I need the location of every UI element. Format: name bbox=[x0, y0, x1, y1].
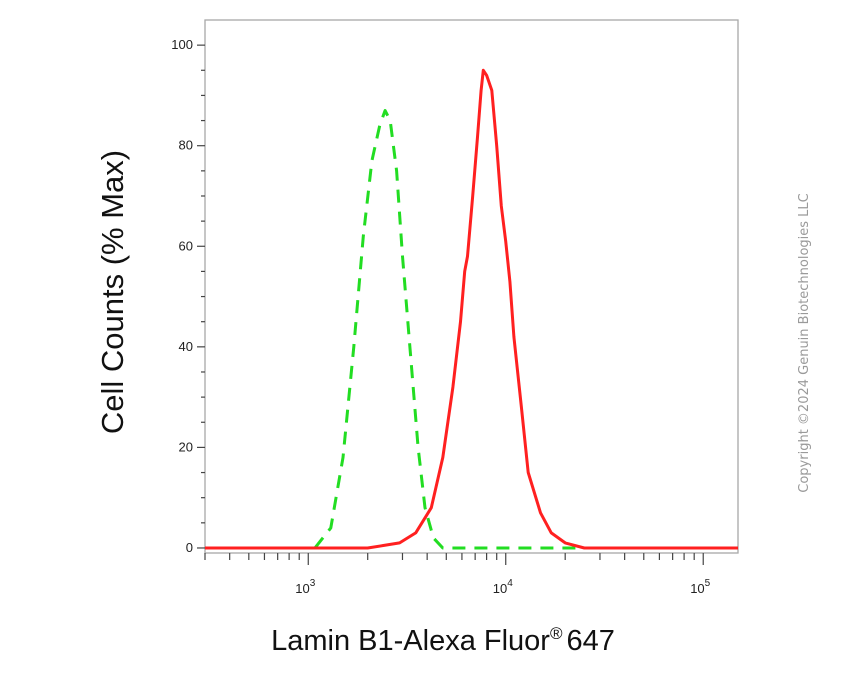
copyright-watermark: Copyright ©2024 Genuin Biotechnologies L… bbox=[797, 193, 812, 492]
x-tick-exponent: 5 bbox=[705, 578, 711, 589]
x-axis: 103 104 105 bbox=[204, 553, 711, 596]
histogram-series-0 bbox=[205, 109, 738, 550]
y-tick-label: 40 bbox=[179, 339, 193, 354]
x-tick-label: 103 bbox=[295, 578, 315, 596]
plot-frame bbox=[204, 19, 739, 554]
y-tick-label: 80 bbox=[179, 138, 193, 153]
y-tick-label: 0 bbox=[186, 540, 193, 555]
histogram-series-1 bbox=[205, 68, 738, 550]
x-axis-title-main: Lamin B1-Alexa Fluor bbox=[271, 625, 550, 657]
x-axis-title: Lamin B1-Alexa Fluor® 647 bbox=[271, 624, 615, 657]
x-tick-label: 105 bbox=[690, 578, 710, 596]
x-tick-exponent: 4 bbox=[507, 578, 513, 589]
registered-mark: ® bbox=[550, 624, 563, 643]
y-tick-label: 20 bbox=[179, 439, 193, 454]
y-axis: 0 20 40 60 80 100 bbox=[171, 37, 205, 555]
x-tick-base: 10 bbox=[493, 581, 507, 596]
x-axis-title-suffix: 647 bbox=[566, 625, 614, 657]
x-tick-exponent: 3 bbox=[310, 578, 316, 589]
x-tick-label: 104 bbox=[493, 578, 513, 596]
y-axis-title: Cell Counts (% Max) bbox=[95, 150, 130, 434]
series-layer bbox=[205, 68, 738, 550]
y-tick-label: 60 bbox=[179, 238, 193, 253]
x-tick-base: 10 bbox=[295, 581, 309, 596]
y-tick-label: 100 bbox=[171, 37, 193, 52]
x-tick-base: 10 bbox=[690, 581, 704, 596]
